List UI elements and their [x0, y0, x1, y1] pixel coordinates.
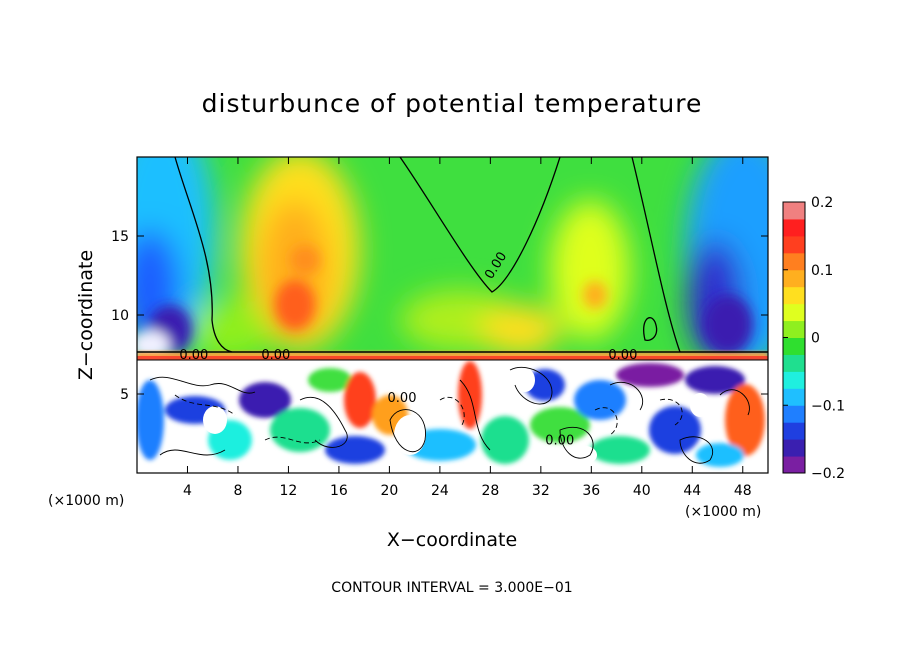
x-tick-label: 8 — [233, 483, 242, 499]
contour-label: 0.00 — [261, 348, 290, 363]
colorbar-swatch — [783, 371, 805, 389]
colorbar-swatch — [783, 422, 805, 440]
y-axis-ticks: 5 10 15 — [111, 229, 768, 403]
x-tick-label: 44 — [683, 483, 701, 499]
colorbar-swatch — [783, 303, 805, 322]
contour-label: 0.00 — [545, 434, 574, 449]
contour-label: 0.00 — [608, 348, 637, 363]
colorbar-swatch — [783, 286, 805, 305]
colorbar-ticks: 0.2 0.1 0 −0.1 −0.2 — [783, 195, 845, 482]
x-tick-label: 4 — [183, 483, 192, 499]
chart-title: disturbunce of potential temperature — [202, 89, 703, 118]
y-axis-label: Z−coordinate — [75, 250, 97, 380]
x-tick-label: 16 — [330, 483, 348, 499]
contour-label: 0.00 — [388, 391, 417, 406]
colorbar-tick-label: 0.1 — [811, 263, 833, 279]
x-unit-left: (×1000 m) — [48, 493, 124, 509]
colorbar-tick-label: −0.2 — [811, 466, 845, 482]
colorbar-tick-label: 0.2 — [811, 195, 833, 211]
colorbar-swatch — [783, 252, 805, 271]
x-tick-label: 48 — [734, 483, 752, 499]
x-tick-label: 24 — [431, 483, 449, 499]
colorbar-swatch — [783, 320, 805, 338]
x-axis-ticks: 4 8 12 16 20 24 28 32 36 40 44 48 — [183, 157, 752, 499]
colorbar-swatch — [783, 218, 805, 237]
colorbar-swatch — [783, 269, 805, 288]
colorbar-swatch — [783, 456, 805, 474]
colorbar-swatch — [783, 235, 805, 254]
y-tick-label: 10 — [111, 308, 129, 324]
colorbar-swatch — [783, 405, 805, 423]
x-tick-label: 36 — [582, 483, 600, 499]
y-tick-label: 5 — [120, 387, 129, 403]
x-tick-label: 20 — [380, 483, 398, 499]
colorbar-tick-label: 0 — [811, 331, 820, 347]
x-axis-label: X−coordinate — [387, 529, 517, 551]
colorbar-swatch — [783, 354, 805, 372]
colorbar-swatch — [783, 439, 805, 457]
colorbar-swatch — [783, 202, 805, 220]
colorbar — [783, 202, 805, 474]
colorbar-swatch — [783, 388, 805, 406]
y-tick-label: 15 — [111, 229, 129, 245]
colorbar-tick-label: −0.1 — [811, 398, 845, 414]
contour-label: 0.00 — [179, 348, 208, 363]
x-tick-label: 12 — [280, 483, 298, 499]
x-unit-right: (×1000 m) — [685, 504, 761, 520]
heatmap-field — [137, 157, 768, 473]
contour-interval-note: CONTOUR INTERVAL = 3.000E−01 — [331, 580, 572, 596]
x-tick-label: 28 — [481, 483, 499, 499]
x-tick-label: 32 — [532, 483, 550, 499]
colorbar-swatch — [783, 337, 805, 355]
x-tick-label: 40 — [633, 483, 651, 499]
